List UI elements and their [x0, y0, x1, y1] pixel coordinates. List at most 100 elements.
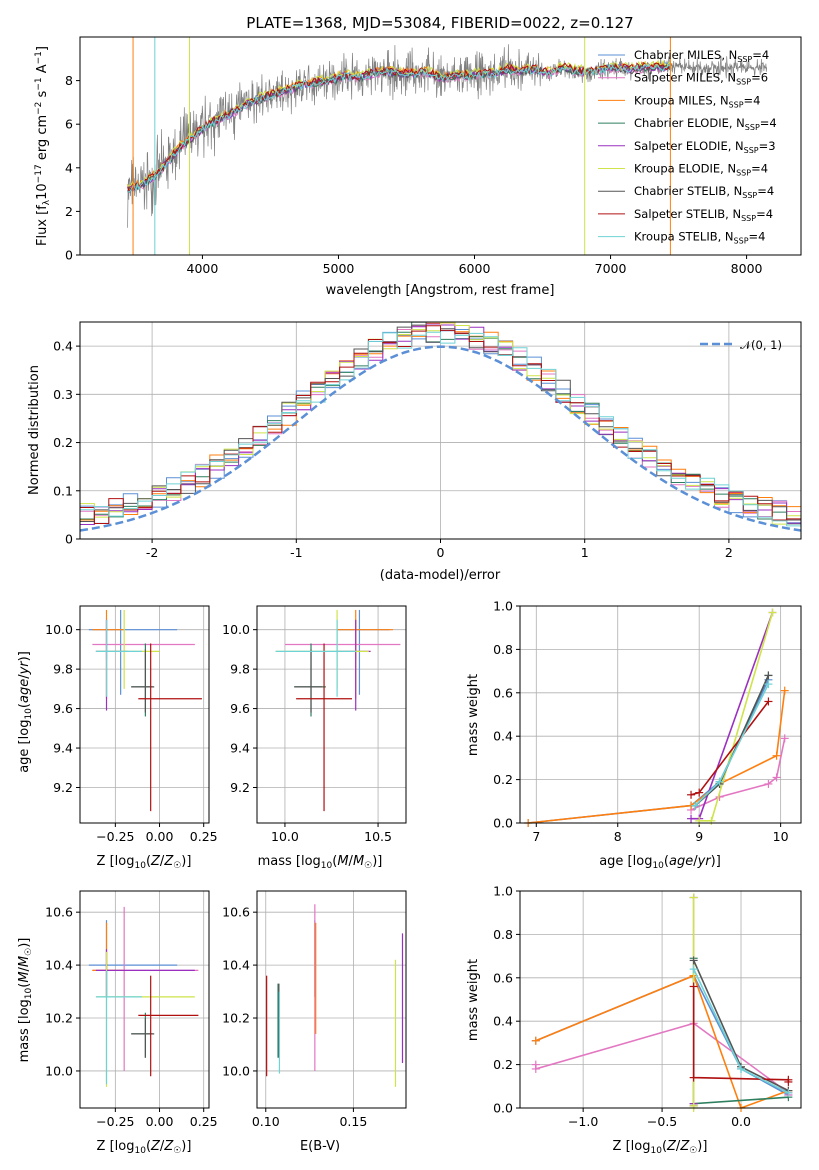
axes-frame — [79, 605, 210, 824]
y-tick-label: 10.0 — [45, 622, 73, 637]
legend-label: Chabrier MILES, NSSP=4 — [634, 48, 769, 64]
x-tick-label: −0.25 — [96, 829, 134, 844]
x-tick-label: 2 — [725, 545, 733, 560]
y-tick-label: 0.0 — [493, 1101, 513, 1116]
axes-frame — [519, 605, 802, 824]
x-tick-label: 10.5 — [364, 829, 392, 844]
y-tick-label: 0.2 — [493, 1057, 513, 1072]
y-tick-label: 6 — [65, 117, 73, 132]
y-tick-label: 10.2 — [45, 1011, 73, 1026]
y-tick-label: 10.0 — [222, 1063, 250, 1078]
mass-vs-ebv-panel: 0.10 0.15 10.0 10.2 10.4 10.6 — [222, 890, 407, 1129]
y-tick-label: 1.0 — [493, 599, 513, 614]
y-tick-label: 0.2 — [53, 435, 73, 450]
axes-frame — [519, 890, 802, 1109]
x-tick-label: 0.00 — [146, 829, 174, 844]
mw-age-ylabel: mass weight — [466, 674, 481, 756]
mass-Z-ylabel: mass [log10(M/M☉)] — [17, 938, 34, 1063]
legend-label: Chabrier ELODIE, NSSP=4 — [634, 116, 777, 132]
y-tick-label: 9.4 — [53, 741, 73, 756]
x-tick-label: 7 — [532, 829, 540, 844]
x-tick-label: −1.0 — [568, 1114, 598, 1129]
y-tick-label: 0.0 — [493, 816, 513, 831]
x-tick-label: 4000 — [187, 261, 219, 276]
mw-Z-ylabel: mass weight — [466, 959, 481, 1041]
x-tick-label: 9 — [695, 829, 703, 844]
spectrum-ylabel: Flux [fλ10−17 erg cm−2 s−1 A−1] — [34, 46, 52, 246]
x-tick-label: -1 — [290, 545, 302, 560]
legend-label: Salpeter STELIB, NSSP=4 — [634, 207, 773, 223]
y-tick-label: 0.4 — [493, 729, 513, 744]
mw-Z-xlabel: Z [log10(Z/Z☉)] — [613, 1139, 708, 1156]
axes-frame — [79, 321, 802, 540]
y-tick-label: 9.2 — [230, 780, 250, 795]
x-tick-label: 0.10 — [252, 1114, 280, 1129]
y-tick-label: 0 — [65, 248, 73, 263]
y-tick-label: 0.4 — [53, 339, 73, 354]
x-tick-label: 1 — [581, 545, 589, 560]
x-tick-label: 10.0 — [271, 829, 299, 844]
model-spectrum-line — [127, 59, 672, 187]
mw-age-xlabel: age [log10(age/yr)] — [599, 854, 721, 871]
x-tick-label: 0 — [437, 545, 445, 560]
model-spectrum-line — [127, 63, 672, 193]
legend-label: Chabrier STELIB, NSSP=4 — [634, 184, 774, 200]
axes-frame — [79, 890, 210, 1109]
y-tick-label: 9.6 — [230, 701, 250, 716]
y-tick-label: 4 — [65, 160, 73, 175]
y-tick-label: 10.4 — [45, 958, 73, 973]
y-tick-label: 10.0 — [45, 1063, 73, 1078]
massweight-vs-metallicity-panel: −1.0 −0.5 0.0 0.0 0.2 0.4 0.6 0.8 1.0 — [493, 884, 802, 1129]
residuals-plot-area — [80, 322, 801, 532]
model-spectrum-line — [127, 61, 672, 193]
residuals-xlabel: (data-model)/error — [380, 568, 501, 583]
legend-label: Salpeter MILES, NSSP=6 — [634, 71, 768, 87]
age-mass-xlabel: mass [log10(M/M☉)] — [258, 854, 383, 871]
massweight-vs-age-panel: 7 8 9 10 0.0 0.2 0.4 0.6 0.8 1.0 — [493, 599, 802, 844]
y-tick-label: 9.2 — [53, 780, 73, 795]
y-tick-label: 0 — [65, 532, 73, 547]
age-Z-ylabel: age [log10(age/yr)] — [17, 651, 34, 773]
x-tick-label: 7000 — [595, 261, 627, 276]
y-tick-label: 0.4 — [493, 1014, 513, 1029]
legend-normal-label: 𝒩(0, 1) — [740, 338, 782, 352]
y-tick-label: 10.2 — [222, 1011, 250, 1026]
y-tick-label: 8 — [65, 73, 73, 88]
y-tick-label: 1.0 — [493, 884, 513, 899]
residual-histogram — [80, 331, 801, 527]
x-tick-label: −0.25 — [96, 1114, 134, 1129]
y-tick-label: 0.3 — [53, 387, 73, 402]
residual-histogram — [80, 325, 801, 524]
y-tick-label: 0.2 — [493, 772, 513, 787]
y-tick-label: 0.6 — [493, 970, 513, 985]
axes-frame — [256, 605, 407, 824]
x-tick-label: 10 — [773, 829, 789, 844]
x-tick-label: 0.00 — [146, 1114, 174, 1129]
y-tick-label: 10.0 — [222, 622, 250, 637]
x-tick-label: 6000 — [459, 261, 491, 276]
y-tick-label: 10.6 — [45, 905, 73, 920]
age-vs-mass-panel: 10.0 10.5 9.2 9.4 9.6 9.8 10.0 — [222, 605, 407, 844]
chart-title: PLATE=1368, MJD=53084, FIBERID=0022, z=0… — [246, 14, 633, 32]
y-tick-label: 10.4 — [222, 958, 250, 973]
age-vs-metallicity-panel: −0.25 0.00 0.25 9.2 9.4 9.6 9.8 10.0 — [45, 605, 218, 844]
y-tick-label: 0.8 — [493, 927, 513, 942]
x-tick-label: 0.0 — [731, 1114, 751, 1129]
y-tick-label: 10.6 — [222, 905, 250, 920]
spectrum-xlabel: wavelength [Angstrom, rest frame] — [326, 283, 555, 298]
y-tick-label: 2 — [65, 204, 73, 219]
legend-label: Salpeter ELODIE, NSSP=3 — [634, 139, 776, 155]
y-tick-label: 9.8 — [53, 662, 73, 677]
x-tick-label: 5000 — [323, 261, 355, 276]
legend-label: Kroupa MILES, NSSP=4 — [634, 93, 760, 109]
x-tick-label: 8000 — [731, 261, 763, 276]
y-tick-label: 0.8 — [493, 642, 513, 657]
age-Z-xlabel: Z [log10(Z/Z☉)] — [97, 854, 192, 871]
spectrum-plot-area — [127, 37, 768, 255]
y-tick-label: 0.6 — [493, 685, 513, 700]
residuals-ylabel: Normed distribution — [27, 365, 42, 495]
x-tick-label: 8 — [614, 829, 622, 844]
x-tick-label: 0.25 — [190, 1114, 218, 1129]
